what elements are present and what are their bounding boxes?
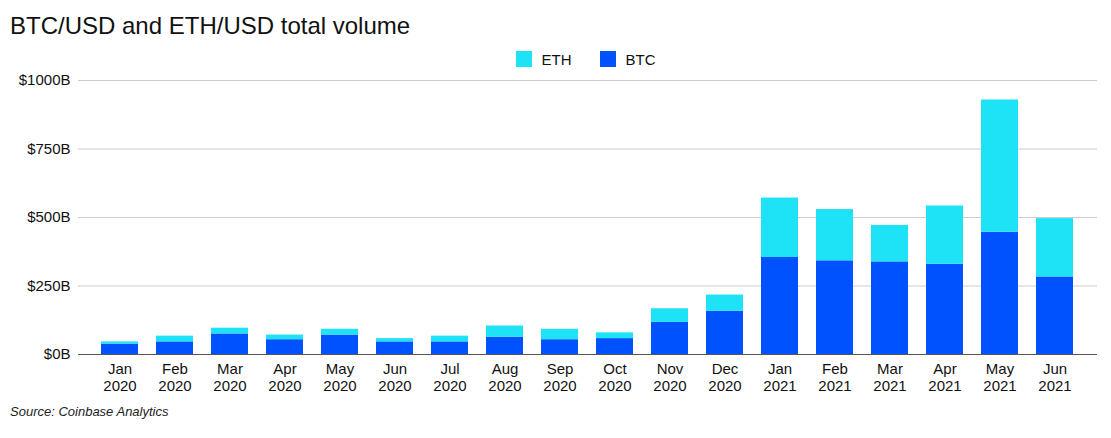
svg-text:Mar2020: Mar2020: [213, 360, 246, 394]
html-text:Source: Coinbase Analytics: Source: Coinbase Analytics: [10, 404, 169, 419]
html-text:ETH: ETH: [541, 50, 572, 68]
svg-text:$750B: $750B: [27, 140, 70, 157]
svg-text:Jan2021: Jan2021: [763, 360, 796, 394]
svg-text:Feb2021: Feb2021: [818, 360, 851, 394]
svg-text:Mar2021: Mar2021: [873, 360, 906, 394]
svg-text:Sep2020: Sep2020: [543, 360, 576, 394]
svg-text:Jan2020: Jan2020: [103, 360, 136, 394]
svg-text:Jul2020: Jul2020: [433, 360, 466, 394]
svg-text:$250B: $250B: [27, 277, 70, 294]
svg-text:May2021: May2021: [983, 360, 1016, 394]
svg-text:$1000B: $1000B: [19, 72, 71, 88]
svg-text:$500B: $500B: [27, 208, 70, 225]
html-text:BTC/USD and ETH/USD total volu: BTC/USD and ETH/USD total volume: [10, 12, 411, 39]
svg-text:Oct2020: Oct2020: [598, 360, 631, 394]
svg-text:$0B: $0B: [44, 345, 71, 362]
svg-text:Feb2020: Feb2020: [158, 360, 191, 394]
svg-text:Dec2020: Dec2020: [708, 360, 741, 394]
svg-text:May2020: May2020: [323, 360, 356, 394]
html-text:BTC: BTC: [625, 50, 656, 68]
svg-text:Apr2020: Apr2020: [268, 360, 301, 394]
svg-text:Nov2020: Nov2020: [653, 360, 686, 394]
svg-text:Aug2020: Aug2020: [488, 360, 521, 394]
svg-text:Jun2021: Jun2021: [1038, 360, 1071, 394]
svg-text:Apr2021: Apr2021: [928, 360, 961, 394]
svg-text:Jun2020: Jun2020: [378, 360, 411, 394]
